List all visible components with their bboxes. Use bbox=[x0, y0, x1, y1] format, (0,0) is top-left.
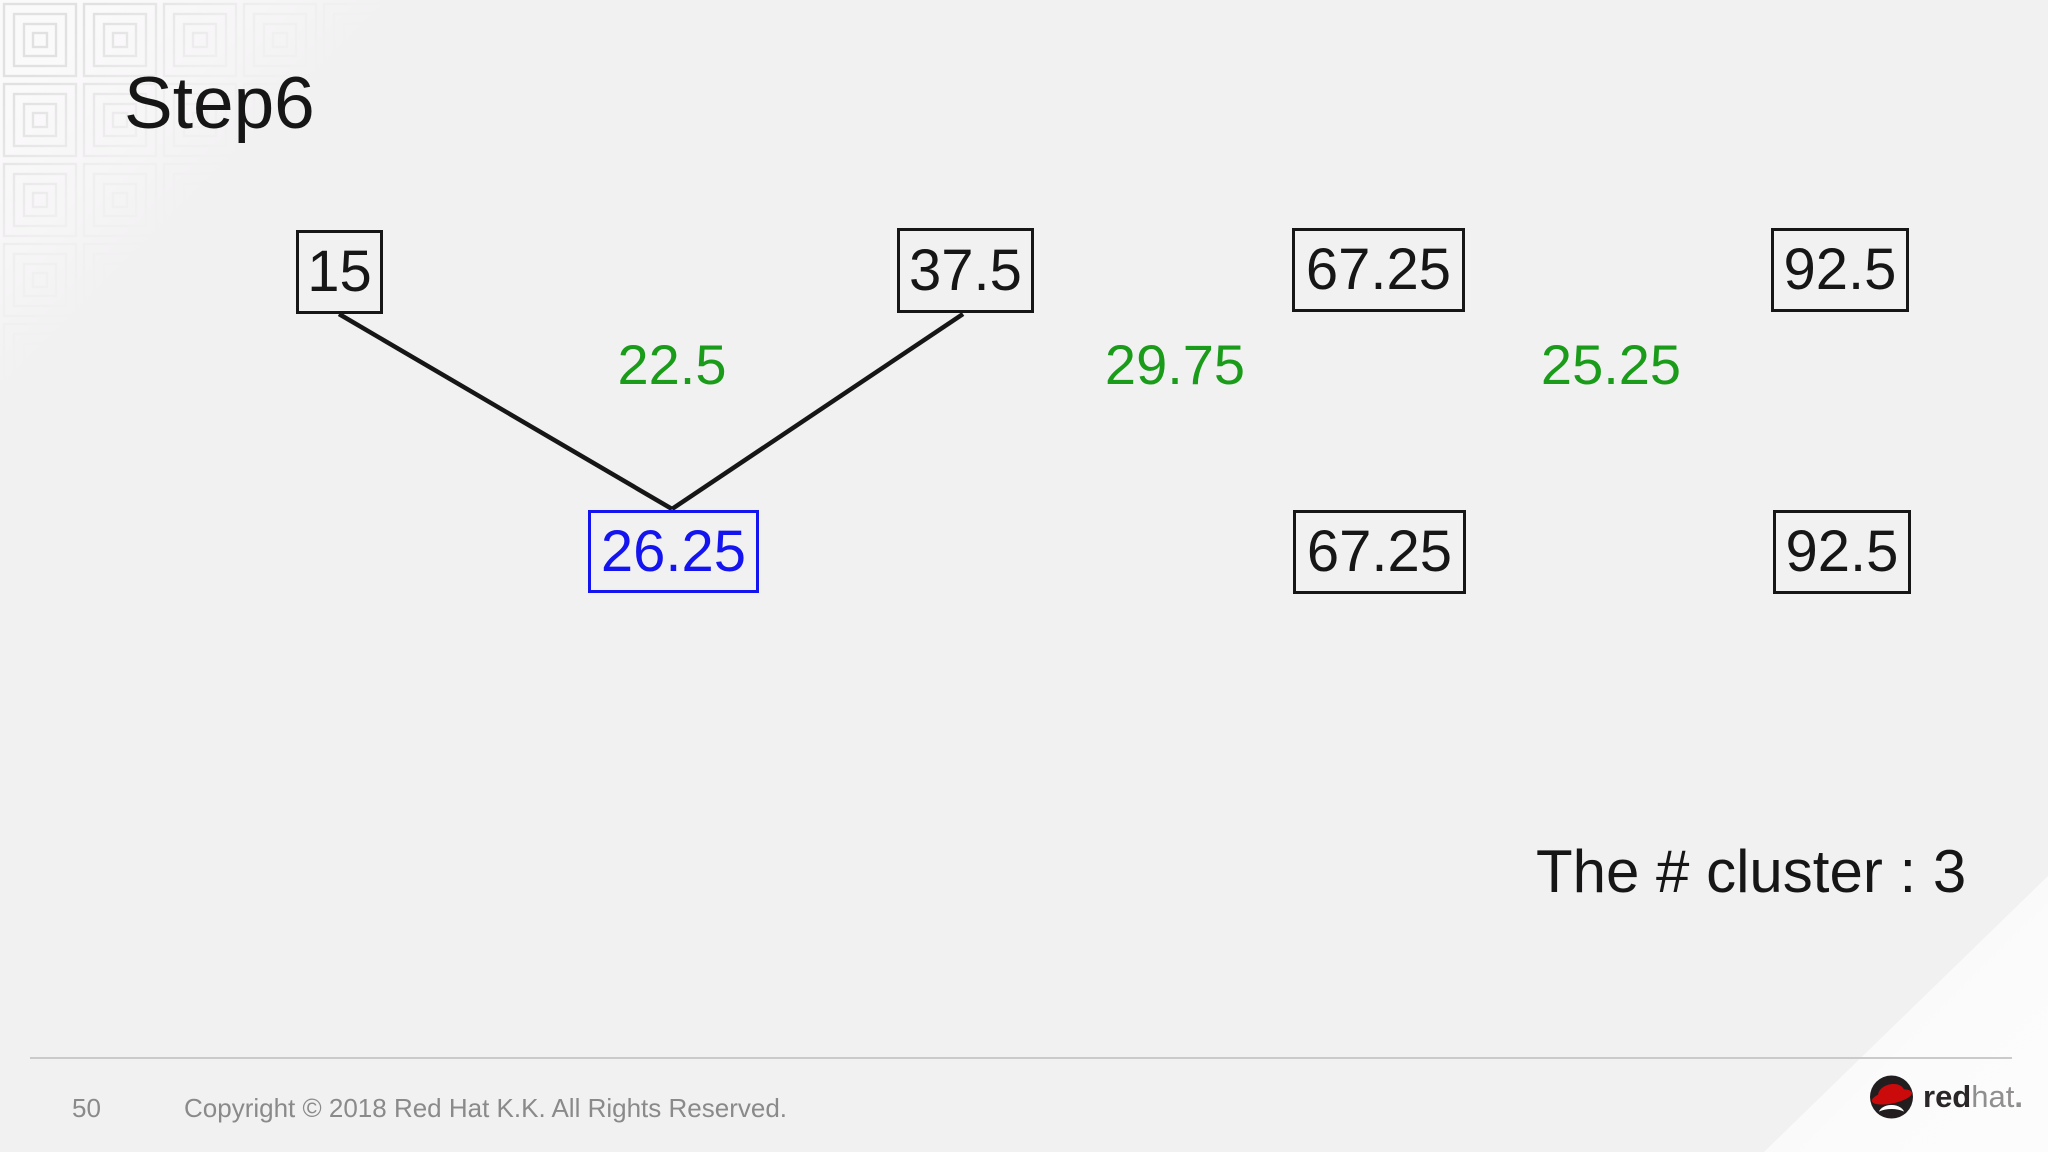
distance-label-22-5: 22.5 bbox=[617, 333, 727, 396]
merged-node-box-26-25: 26.25 bbox=[588, 510, 759, 593]
distance-label-29-75: 29.75 bbox=[1104, 333, 1246, 396]
distance-label-25-25: 25.25 bbox=[1540, 333, 1682, 396]
footer-divider bbox=[30, 1057, 2012, 1059]
node-box-37-5: 37.5 bbox=[897, 228, 1034, 313]
redhat-logo: redhat. bbox=[1868, 1072, 2023, 1120]
page-title: Step6 bbox=[124, 63, 315, 144]
page-number: 50 bbox=[72, 1093, 101, 1123]
wordmark-red: red bbox=[1923, 1078, 1972, 1114]
wordmark-period: . bbox=[2014, 1078, 2023, 1114]
node-box-92-5-bottom: 92.5 bbox=[1773, 510, 1911, 594]
cluster-count-note: The # cluster : 3 bbox=[1536, 838, 1967, 905]
node-box-15: 15 bbox=[296, 230, 383, 314]
node-box-92-5-top: 92.5 bbox=[1771, 228, 1909, 312]
node-box-67-25-top: 67.25 bbox=[1292, 228, 1465, 312]
redhat-shadowman-icon bbox=[1870, 1075, 1913, 1118]
connector-line-left bbox=[337, 312, 674, 511]
redhat-wordmark: redhat. bbox=[1923, 1081, 2023, 1112]
node-box-67-25-bottom: 67.25 bbox=[1293, 510, 1466, 594]
corner-pattern bbox=[0, 0, 380, 380]
wordmark-hat: hat bbox=[1971, 1078, 2015, 1114]
copyright-text: Copyright © 2018 Red Hat K.K. All Rights… bbox=[184, 1093, 788, 1123]
corner-pattern-fade bbox=[0, 0, 380, 380]
connector-line-right bbox=[670, 312, 965, 511]
